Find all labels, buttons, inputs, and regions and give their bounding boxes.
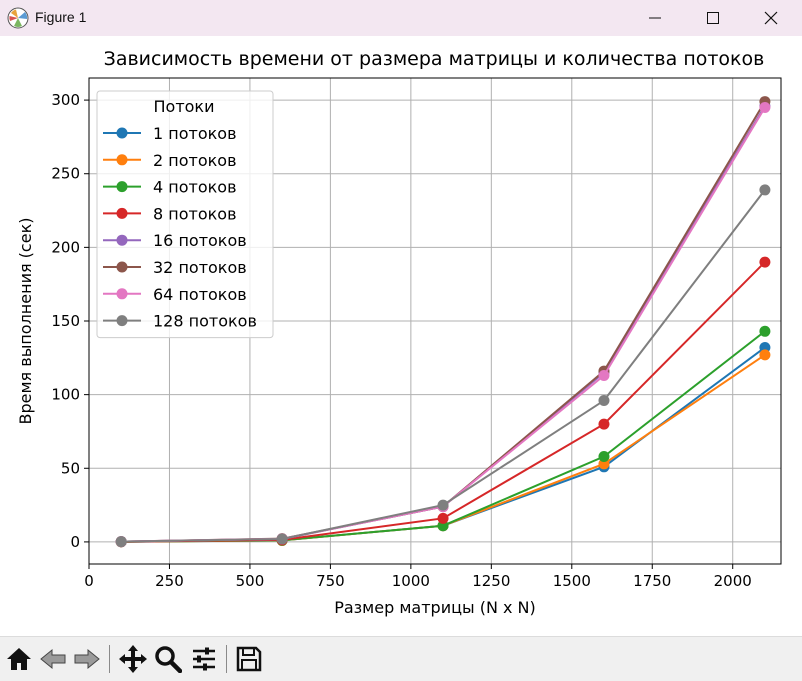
legend-item: 2 потоков [103, 151, 237, 170]
y-tick-label: 50 [61, 459, 80, 477]
legend-label: 64 потоков [153, 285, 247, 304]
minimize-button[interactable] [626, 0, 684, 36]
zoom-button[interactable] [152, 643, 184, 675]
x-tick-label: 1750 [633, 572, 671, 590]
legend-label: 8 потоков [153, 204, 237, 223]
legend-item: 4 потоков [103, 178, 237, 197]
configure-subplots-button[interactable] [188, 643, 220, 675]
legend-marker [116, 261, 128, 273]
pan-icon [119, 645, 147, 673]
x-tick-label: 0 [84, 572, 94, 590]
legend[interactable]: Потоки 1 потоков 2 потоков 4 потоков 8 пото… [96, 90, 274, 339]
legend-label: 16 потоков [153, 231, 247, 250]
home-button[interactable] [3, 643, 35, 675]
forward-button[interactable] [71, 643, 103, 675]
data-point [759, 349, 771, 361]
maximize-button[interactable] [684, 0, 742, 36]
data-point [598, 395, 610, 407]
configure-subplots-icon [193, 647, 215, 671]
legend-label: 32 потоков [153, 258, 247, 277]
y-tick-label: 150 [51, 312, 80, 330]
navigation-toolbar [0, 636, 802, 681]
x-tick-label: 1500 [553, 572, 591, 590]
legend-item: 128 потоков [103, 312, 257, 331]
back-arrow-icon [40, 648, 66, 670]
series-8 [115, 184, 771, 548]
minimize-icon [649, 17, 661, 19]
forward-arrow-icon [74, 648, 100, 670]
x-tick-label: 250 [155, 572, 184, 590]
data-point [759, 184, 771, 196]
legend-title: Потоки [154, 97, 215, 116]
y-tick-label: 250 [51, 165, 80, 183]
toolbar-separator [109, 645, 110, 673]
legend-label: 1 потоков [153, 124, 237, 143]
data-point [759, 101, 771, 113]
line-chart: 0 250 500 750 1000 1250 1500 1750 2000 0 50 100 150 2… [16, 48, 782, 617]
axis-ticks: 0 250 500 750 1000 1250 1500 1750 2000 0 50 100 150 2… [51, 91, 751, 590]
legend-marker [116, 207, 128, 219]
toolbar-separator [226, 645, 227, 673]
back-button[interactable] [37, 643, 69, 675]
home-icon [7, 648, 31, 670]
y-axis-label: Время выполнения (сек) [16, 218, 35, 425]
x-tick-label: 1250 [472, 572, 510, 590]
series-line [121, 346, 766, 543]
data-point [598, 450, 610, 462]
y-tick-label: 100 [51, 386, 80, 404]
chart-title: Зависимость времени от размера матрицы и… [104, 48, 765, 70]
data-point [598, 369, 610, 381]
zoom-icon [155, 646, 182, 673]
legend-marker [116, 288, 128, 300]
x-tick-label: 1000 [392, 572, 430, 590]
x-tick-label: 2000 [714, 572, 752, 590]
legend-marker [116, 181, 128, 193]
legend-item: 16 потоков [103, 231, 247, 250]
series-layer [115, 96, 771, 548]
legend-item: 32 потоков [103, 258, 247, 277]
legend-marker [116, 234, 128, 246]
y-tick-label: 0 [70, 533, 80, 551]
save-icon [236, 646, 262, 672]
data-point [759, 325, 771, 337]
legend-marker [116, 154, 128, 166]
legend-marker [116, 127, 128, 139]
legend-item: 8 потоков [103, 204, 237, 223]
close-icon [764, 11, 778, 25]
maximize-icon [707, 12, 719, 24]
data-point [437, 512, 449, 524]
figure-canvas[interactable]: 0 250 500 750 1000 1250 1500 1750 2000 0 50 100 150 2… [0, 36, 802, 636]
data-point [115, 536, 127, 548]
matplotlib-logo-icon [7, 7, 29, 29]
y-tick-label: 200 [51, 238, 80, 256]
legend-item: 1 потоков [103, 124, 237, 143]
window-title: Figure 1 [35, 9, 87, 25]
data-point [759, 256, 771, 268]
window-titlebar: Figure 1 [0, 0, 802, 36]
x-tick-label: 750 [316, 572, 345, 590]
legend-box [96, 90, 274, 339]
legend-label: 128 потоков [153, 312, 257, 331]
legend-items: 1 потоков 2 потоков 4 потоков 8 потоков 16 п… [103, 124, 257, 331]
close-button[interactable] [742, 0, 800, 36]
data-point [598, 418, 610, 430]
x-axis-label: Размер матрицы (N x N) [334, 598, 536, 617]
legend-marker [116, 315, 128, 327]
x-tick-label: 500 [236, 572, 265, 590]
legend-label: 4 потоков [153, 178, 237, 197]
save-button[interactable] [233, 643, 265, 675]
legend-label: 2 потоков [153, 151, 237, 170]
legend-item: 64 потоков [103, 285, 247, 304]
y-tick-label: 300 [51, 91, 80, 109]
data-point [276, 533, 288, 545]
pan-button[interactable] [117, 643, 149, 675]
data-point [437, 499, 449, 511]
